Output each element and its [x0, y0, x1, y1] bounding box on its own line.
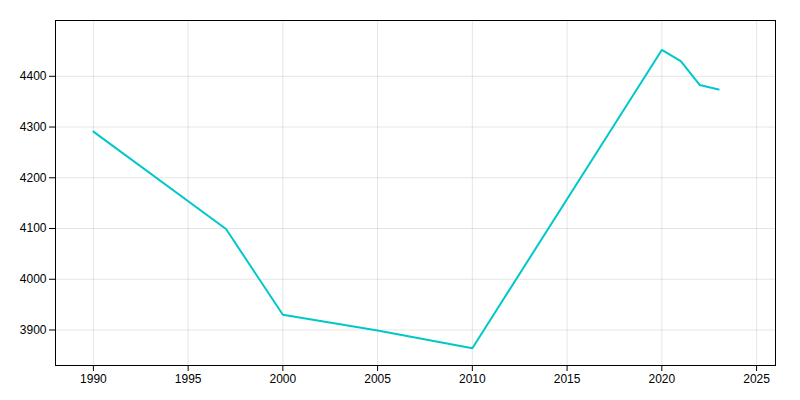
svg-text:2020: 2020: [648, 372, 675, 386]
svg-text:4000: 4000: [20, 272, 47, 286]
svg-text:1990: 1990: [80, 372, 107, 386]
svg-text:4200: 4200: [20, 171, 47, 185]
svg-text:2010: 2010: [459, 372, 486, 386]
svg-text:3900: 3900: [20, 323, 47, 337]
svg-text:4300: 4300: [20, 120, 47, 134]
svg-text:2000: 2000: [270, 372, 297, 386]
svg-text:2005: 2005: [364, 372, 391, 386]
svg-text:4100: 4100: [20, 221, 47, 235]
svg-text:2025: 2025: [743, 372, 770, 386]
svg-text:2015: 2015: [554, 372, 581, 386]
svg-text:4400: 4400: [20, 69, 47, 83]
svg-text:1995: 1995: [175, 372, 202, 386]
